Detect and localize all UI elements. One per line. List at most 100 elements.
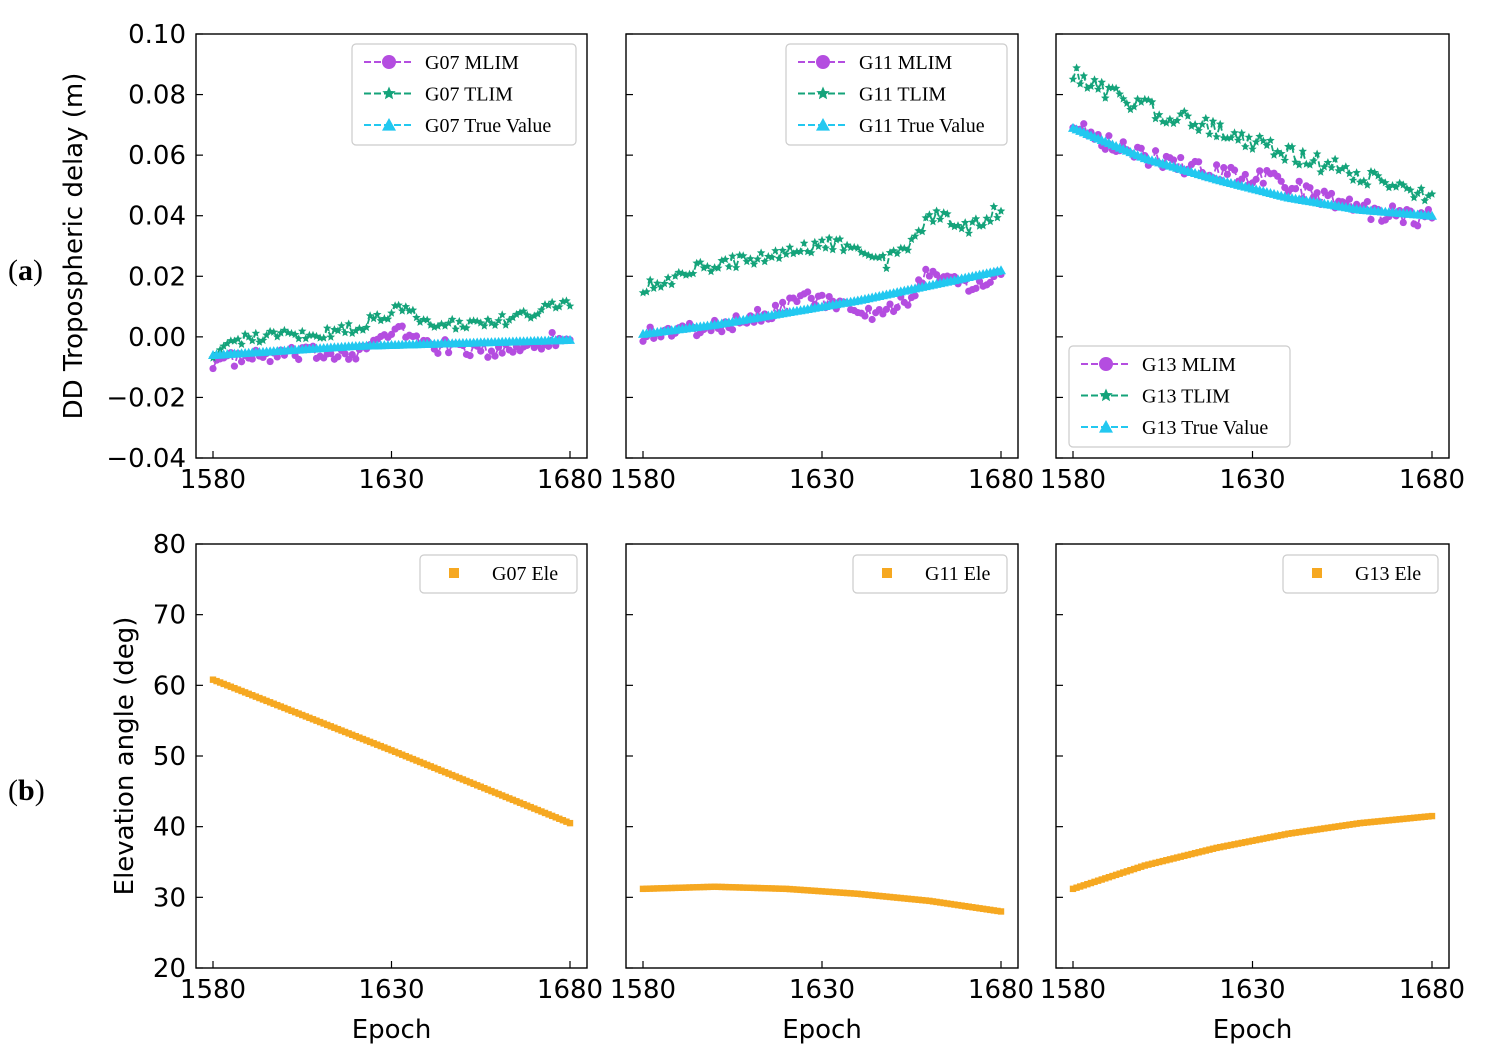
data-point xyxy=(649,283,658,292)
data-point xyxy=(1391,182,1401,191)
data-point xyxy=(1119,138,1127,146)
data-point xyxy=(804,288,812,296)
data-point xyxy=(729,884,736,891)
legend-label: G11 TLIM xyxy=(859,84,946,106)
legend: G07 MLIM G07 TLIM G07 True Value xyxy=(351,43,577,146)
data-point xyxy=(1159,857,1166,865)
data-point xyxy=(412,332,421,340)
legend-marker xyxy=(449,568,459,578)
x-tick-label: 1630 xyxy=(1219,975,1285,1005)
data-point xyxy=(893,303,901,312)
data-point xyxy=(234,686,242,693)
data-point xyxy=(1385,817,1393,824)
data-point xyxy=(1126,105,1135,114)
y-tick-label: 0.02 xyxy=(128,262,186,292)
data-point xyxy=(747,884,754,891)
data-point xyxy=(1252,836,1260,844)
data-point xyxy=(548,812,556,820)
legend-marker xyxy=(1099,388,1113,402)
x-tick-label: 1630 xyxy=(789,465,855,495)
data-point xyxy=(1341,162,1351,171)
legend-marker xyxy=(382,55,396,69)
data-point xyxy=(547,297,557,306)
data-point xyxy=(907,234,916,244)
data-point xyxy=(1068,74,1078,83)
legend-label: G07 True Value xyxy=(425,115,551,137)
data-point xyxy=(237,339,246,348)
data-point xyxy=(520,801,527,808)
data-point xyxy=(1421,813,1429,820)
data-point xyxy=(327,349,335,358)
data-point xyxy=(724,262,734,271)
data-point xyxy=(1417,183,1426,192)
panel-label-a: (a) xyxy=(8,254,43,287)
x-tick-label: 1580 xyxy=(610,465,676,495)
data-point xyxy=(1256,836,1263,843)
data-point xyxy=(244,332,253,341)
data-point xyxy=(508,313,518,322)
x-tick-label: 1580 xyxy=(610,975,676,1005)
data-point xyxy=(1177,153,1185,162)
data-point xyxy=(1349,820,1357,828)
data-point xyxy=(815,887,822,895)
data-point xyxy=(1231,841,1238,848)
data-point xyxy=(326,332,336,341)
data-point xyxy=(810,237,820,246)
x-tick-label: 1630 xyxy=(358,975,424,1005)
data-point xyxy=(928,217,938,226)
data-point xyxy=(298,326,307,335)
data-point xyxy=(1373,171,1383,180)
data-point xyxy=(989,202,999,211)
data-point xyxy=(960,218,970,227)
data-point xyxy=(861,891,869,898)
data-point xyxy=(965,903,972,910)
charts-layer: 1580 1630 1680 DD Tropospheric delay (m) G07… xyxy=(59,20,1465,1045)
data-point xyxy=(1414,222,1422,230)
data-point xyxy=(1212,132,1221,141)
data-point xyxy=(646,885,654,892)
data-point xyxy=(1129,102,1139,111)
data-point xyxy=(903,245,913,254)
series-ele xyxy=(209,676,574,827)
data-point xyxy=(302,713,310,720)
data-point xyxy=(1255,132,1264,141)
data-point xyxy=(470,780,477,788)
data-point xyxy=(1223,170,1231,179)
data-point xyxy=(1409,193,1419,202)
data-point xyxy=(408,305,418,314)
x-tick-label: 1680 xyxy=(968,465,1034,495)
data-point xyxy=(1086,81,1096,90)
legend-label: G11 True Value xyxy=(859,115,985,137)
data-point xyxy=(1427,210,1437,220)
data-point xyxy=(1392,816,1400,823)
data-point xyxy=(968,217,977,226)
data-point xyxy=(910,231,920,240)
data-point xyxy=(731,263,741,272)
x-tick-label: 1680 xyxy=(537,465,603,495)
data-point xyxy=(964,228,974,237)
data-point xyxy=(223,339,232,348)
data-point xyxy=(893,894,901,901)
x-axis-title: Epoch xyxy=(782,1015,862,1045)
data-point xyxy=(337,321,346,330)
legend-marker xyxy=(1099,420,1113,433)
data-point xyxy=(438,767,445,774)
data-point xyxy=(703,261,712,271)
data-point xyxy=(1184,851,1192,859)
data-point xyxy=(675,884,682,891)
data-point xyxy=(732,884,740,891)
data-point xyxy=(1172,116,1182,125)
data-point xyxy=(885,248,895,257)
data-point xyxy=(1072,63,1081,72)
data-point xyxy=(288,707,295,714)
data-point xyxy=(851,890,858,897)
data-point xyxy=(1291,157,1300,166)
data-point xyxy=(216,679,224,686)
data-point xyxy=(538,808,545,815)
legend-box xyxy=(419,554,578,594)
data-point xyxy=(1079,71,1088,80)
data-point xyxy=(440,321,450,330)
data-point xyxy=(679,884,686,891)
data-point xyxy=(1345,169,1354,178)
data-point xyxy=(822,888,829,895)
